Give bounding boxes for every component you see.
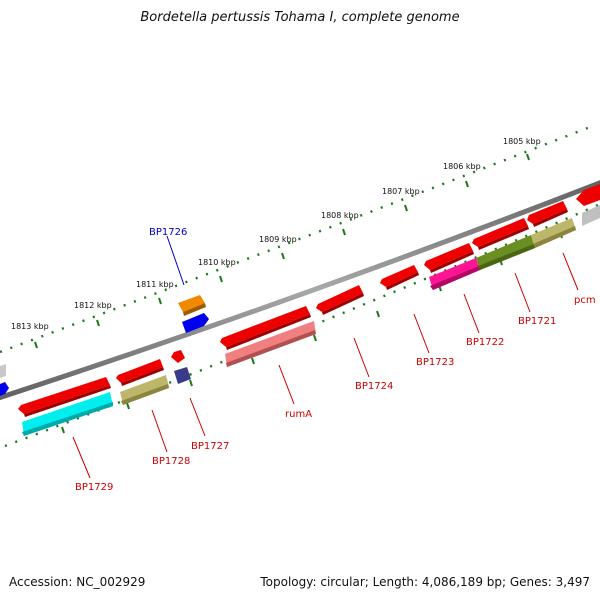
gene-arrow [424, 243, 473, 270]
outer-scale-ruler [0, 125, 591, 354]
kbp-label: 1809 kbp [259, 235, 297, 244]
genome-summary-text: Topology: circular; Length: 4,086,189 bp… [260, 575, 590, 589]
gene-label-pcm[interactable]: pcm [574, 295, 596, 306]
kbp-label: 1813 kbp [11, 322, 49, 331]
major-tick [158, 297, 162, 305]
genome-title: Bordetella pertussis Tohama I, complete … [140, 10, 460, 25]
gene-labels: BP1726 BP1729 BP1728 BP1727 rumA BP1724 … [75, 227, 596, 493]
major-tick [61, 426, 65, 434]
gene-label-bp1721[interactable]: BP1721 [518, 316, 556, 327]
gene-label-bp1724[interactable]: BP1724 [355, 381, 393, 392]
edge-features [0, 184, 600, 396]
gene-label-ruma[interactable]: rumA [285, 409, 312, 420]
kbp-label: 1805 kbp [503, 137, 541, 146]
outer-ruler-dots [0, 125, 591, 354]
gene-label-bp1726[interactable]: BP1726 [149, 227, 187, 238]
kbp-labels: 1813 kbp 1812 kbp 1811 kbp 1810 kbp 1809… [11, 137, 541, 331]
gene-arrow [22, 392, 113, 435]
gene-arrow [316, 285, 363, 312]
gene-arrow [116, 359, 163, 383]
leader-line [278, 364, 295, 405]
gene-arrow [533, 209, 568, 227]
kbp-label: 1812 kbp [74, 301, 112, 310]
leader-line [514, 272, 531, 313]
gene-arrow [430, 251, 474, 273]
gene-arrow [0, 364, 6, 378]
gene-arrow [322, 293, 364, 315]
kbp-label: 1808 kbp [321, 211, 359, 220]
major-tick [96, 319, 100, 327]
kbp-label: 1810 kbp [198, 258, 236, 267]
major-tick [251, 357, 255, 365]
gene-arrow [582, 205, 600, 226]
major-tick [189, 379, 193, 387]
major-tick [342, 228, 346, 236]
major-tick [404, 204, 408, 212]
gene-arrow [121, 367, 164, 386]
gene-arrow [22, 402, 113, 436]
gene-arrow [121, 384, 169, 405]
gene-arrow [220, 306, 310, 347]
accession-text: Accession: NC_002929 [9, 575, 146, 589]
bp1726-features [178, 295, 209, 333]
label-leader-lines [72, 235, 579, 479]
major-tick [526, 153, 530, 161]
gene-arrow [533, 226, 576, 248]
gene-arrow [478, 226, 529, 250]
gene-arrow [183, 303, 206, 316]
leader-line [353, 337, 370, 378]
gene-arrow [174, 367, 191, 384]
gene-arrow [24, 385, 111, 417]
gene-label-bp1723[interactable]: BP1723 [416, 357, 454, 368]
gene-arrow [478, 244, 535, 270]
gene-arrow [386, 272, 419, 290]
gene-arrow [182, 313, 209, 333]
gene-arrow [120, 375, 169, 404]
gene-label-bp1727[interactable]: BP1727 [191, 441, 229, 452]
gene-arrow [380, 265, 418, 287]
leader-line [189, 397, 206, 437]
major-tick [281, 252, 285, 260]
major-tick [34, 341, 38, 349]
major-tick [126, 402, 130, 410]
leader-line [166, 235, 185, 286]
gene-arrow [576, 184, 600, 206]
gene-arrow [226, 314, 311, 350]
gene-arrow [171, 350, 185, 363]
genome-backbone [0, 180, 600, 401]
gene-arrow [18, 377, 110, 414]
leader-line [463, 293, 480, 334]
gene-arrow [527, 201, 567, 224]
leader-line [72, 436, 91, 479]
major-tick [465, 180, 469, 188]
gene-label-bp1729[interactable]: BP1729 [75, 482, 113, 493]
forward-strand-genes [18, 201, 568, 417]
inner-ring-features [22, 218, 576, 436]
major-tick [313, 334, 317, 342]
gene-arrow [178, 295, 205, 312]
gene-arrow [226, 330, 316, 367]
leader-line [562, 252, 579, 291]
gene-label-bp1722[interactable]: BP1722 [466, 337, 504, 348]
gene-arrow [430, 266, 480, 290]
gene-arrow [0, 382, 9, 396]
leader-line [151, 409, 168, 453]
kbp-label: 1806 kbp [443, 162, 481, 171]
major-tick [219, 275, 223, 283]
major-tick [376, 310, 380, 318]
gene-arrow [472, 218, 528, 247]
gene-label-bp1728[interactable]: BP1728 [152, 456, 190, 467]
leader-line [413, 313, 430, 354]
kbp-label: 1807 kbp [382, 187, 420, 196]
kbp-label: 1811 kbp [136, 280, 174, 289]
